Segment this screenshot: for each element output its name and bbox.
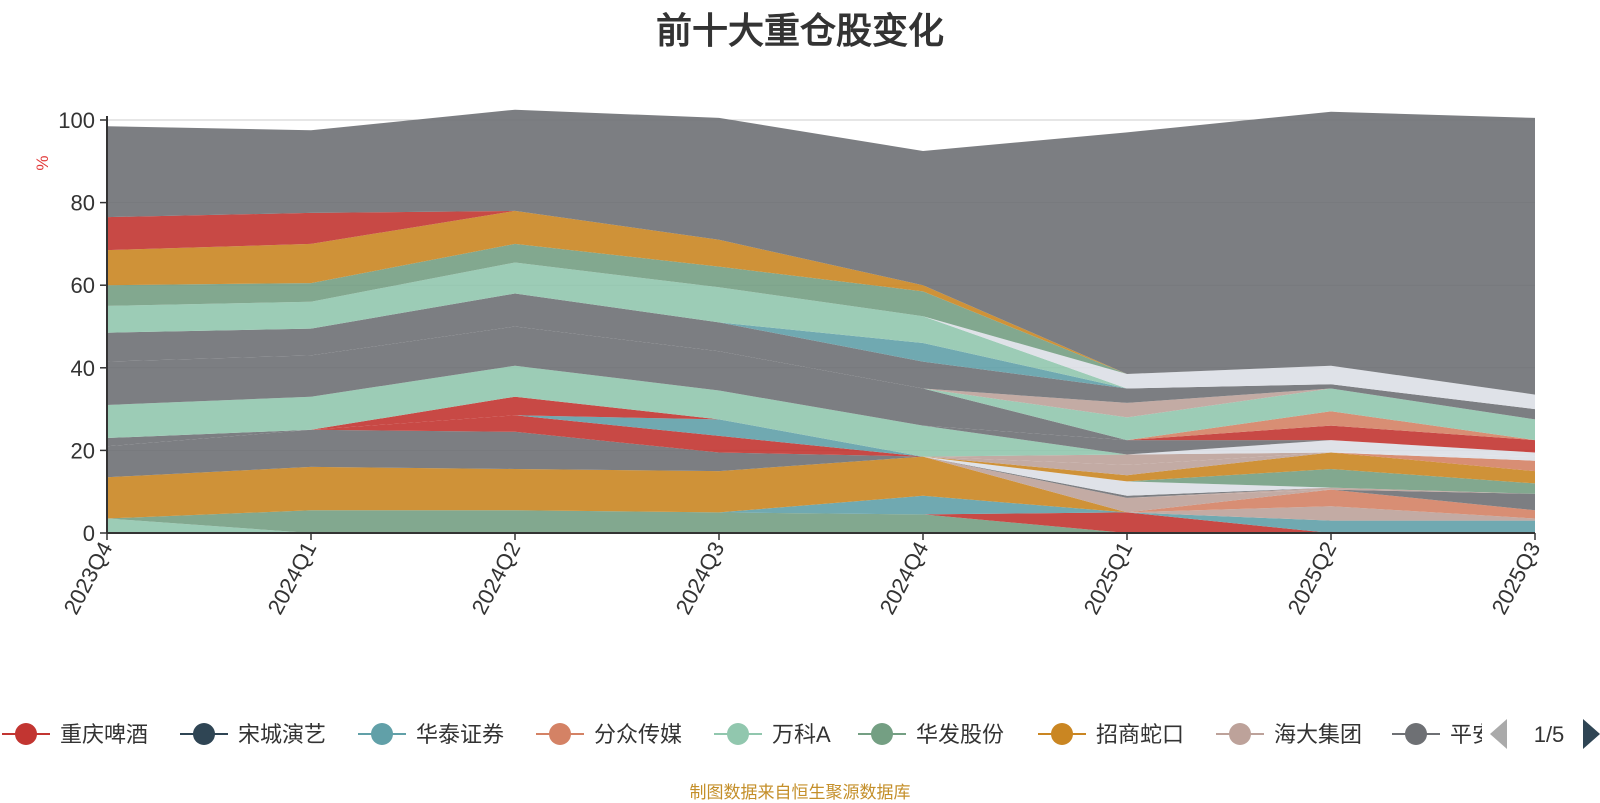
- area-layer-7: [107, 456, 1535, 519]
- area-layer-8: [107, 456, 1535, 513]
- area-layer-5: [107, 495, 1535, 521]
- y-tick-label-100: 100: [58, 108, 95, 133]
- area-layer-16: [107, 415, 1535, 494]
- y-tick-label-0: 0: [83, 521, 95, 546]
- x-tick-label-2025Q1: 2025Q1: [1079, 538, 1138, 619]
- legend-marker-5: [871, 723, 893, 745]
- legend-item-0[interactable]: 重庆啤酒: [2, 722, 148, 747]
- axes: [106, 116, 1535, 534]
- stacked-areas: [107, 109, 1535, 533]
- chart-title: 前十大重仓股变化: [655, 10, 944, 51]
- legend-label-8: 平安: [1450, 722, 1494, 747]
- legend-item-3[interactable]: 分众传媒: [536, 722, 682, 747]
- legend-prev-icon[interactable]: [1490, 719, 1507, 749]
- y-axis-ticks: 0 20 40 60 80 100: [58, 108, 107, 546]
- area-layer-33: [107, 326, 1535, 441]
- area-layer-38: [107, 262, 1535, 410]
- y-tick-label-40: 40: [71, 356, 95, 381]
- area-layer-6: [107, 489, 1535, 519]
- legend-marker-2: [371, 723, 393, 745]
- area-layer-21: [107, 396, 1535, 476]
- legend-marker-3: [549, 723, 571, 745]
- y-tick-label-20: 20: [71, 438, 95, 463]
- source-note: 制图数据来自恒生聚源数据库: [689, 783, 911, 802]
- area-layer-3: [107, 495, 1535, 533]
- legend-item-2[interactable]: 华泰证券: [358, 722, 504, 747]
- y-tick-label-80: 80: [71, 191, 95, 216]
- area-layer-1: [107, 510, 1535, 533]
- x-tick-label-2024Q4: 2024Q4: [875, 538, 934, 619]
- area-layer-11: [107, 429, 1535, 498]
- legend-marker-8: [1405, 723, 1427, 745]
- x-tick-label-2023Q4: 2023Q4: [59, 538, 118, 619]
- area-layer-28: [107, 365, 1535, 457]
- area-layer-32: [107, 326, 1535, 441]
- area-layer-37: [107, 293, 1535, 420]
- legend-item-7[interactable]: 海大集团: [1216, 722, 1362, 747]
- area-layer-43: [107, 109, 1535, 395]
- x-tick-label-2024Q2: 2024Q2: [467, 538, 526, 619]
- legend-marker-7: [1229, 723, 1251, 745]
- x-axis-ticks: 2023Q4 2024Q1 2024Q2 2024Q3 2024Q4 2025Q1 2025…: [59, 533, 1546, 619]
- legend-label-0: 重庆啤酒: [60, 722, 148, 747]
- legend[interactable]: 重庆啤酒 宋城演艺 华泰证券 分众传媒 万科A 华发股份 招商蛇口 海大集团 平安: [2, 722, 1494, 747]
- legend-item-6[interactable]: 招商蛇口: [1038, 722, 1184, 747]
- area-layer-27: [107, 396, 1535, 457]
- legend-page-indicator: 1/5: [1534, 722, 1565, 747]
- legend-marker-0: [15, 723, 37, 745]
- legend-item-4[interactable]: 万科A: [714, 722, 831, 747]
- x-tick-label-2025Q2: 2025Q2: [1283, 538, 1342, 619]
- x-tick-label-2024Q3: 2024Q3: [671, 538, 730, 619]
- legend-label-5: 华发股份: [916, 722, 1004, 747]
- area-layer-0: [107, 518, 1535, 533]
- legend-pager: 1/5: [1490, 719, 1600, 749]
- area-layer-35: [107, 293, 1535, 420]
- legend-item-5[interactable]: 华发股份: [858, 722, 1004, 747]
- legend-label-4: 万科A: [772, 722, 831, 747]
- area-layer-42: [107, 210, 1535, 395]
- legend-marker-6: [1051, 723, 1073, 745]
- legend-label-6: 招商蛇口: [1096, 722, 1184, 747]
- legend-next-icon[interactable]: [1583, 719, 1600, 749]
- y-tick-label-60: 60: [71, 273, 95, 298]
- legend-marker-4: [727, 723, 749, 745]
- legend-label-2: 华泰证券: [416, 722, 504, 747]
- legend-item-1[interactable]: 宋城演艺: [180, 722, 326, 747]
- legend-label-1: 宋城演艺: [238, 722, 326, 747]
- legend-label-7: 海大集团: [1274, 722, 1362, 747]
- legend-item-8[interactable]: 平安: [1392, 722, 1494, 747]
- x-tick-label-2024Q1: 2024Q1: [263, 538, 322, 619]
- x-tick-label-2025Q3: 2025Q3: [1487, 538, 1546, 619]
- area-layer-39: [107, 262, 1535, 410]
- area-layer-2: [107, 510, 1535, 533]
- y-axis-label: %: [33, 155, 52, 170]
- legend-label-3: 分众传媒: [594, 722, 682, 747]
- legend-marker-1: [193, 723, 215, 745]
